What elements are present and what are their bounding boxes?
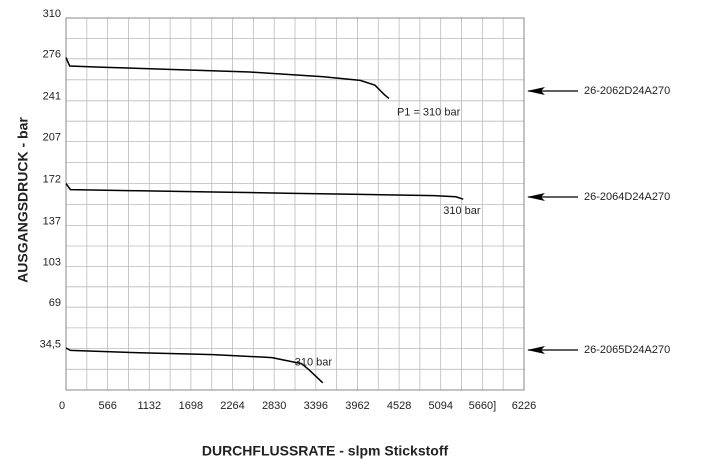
x-tick-label: 1132 — [137, 400, 161, 412]
curve — [65, 347, 324, 384]
y-tick-label: 207 — [43, 132, 61, 144]
x-tick-label: 566 — [98, 400, 116, 412]
x-tick-label: 5094 — [428, 400, 452, 412]
annotation: 310 bar — [295, 357, 333, 369]
x-tick-label: 2830 — [262, 400, 286, 412]
legend-arrowhead — [527, 193, 545, 201]
legend-label: 26-2064D24A270 — [584, 191, 670, 203]
legend-label: 26-2065D24A270 — [584, 344, 670, 356]
annotation: P1 = 310 bar — [397, 106, 461, 118]
x-axis-label: DURCHFLUSSRATE - slpm Stickstoff — [202, 443, 449, 459]
y-tick-label: 69 — [49, 297, 61, 309]
plot-frame — [65, 17, 525, 391]
x-tick-label: 3396 — [304, 400, 328, 412]
x-tick-label: 5660] — [469, 400, 497, 412]
x-tick-label: 4528 — [387, 400, 411, 412]
y-tick-label: 241 — [43, 91, 61, 103]
curve — [65, 57, 390, 99]
x-tick-label: 6226 — [512, 400, 536, 412]
legend-arrowhead — [527, 87, 545, 95]
legend-label: 26-2062D24A270 — [584, 85, 670, 97]
y-axis-label: AUSGANGSDRUCK - bar — [15, 117, 31, 283]
x-tick-label: 3962 — [345, 400, 369, 412]
annotation: 310 bar — [443, 205, 481, 217]
y-tick-label: 276 — [43, 49, 61, 61]
y-tick-label: 172 — [43, 174, 61, 186]
legend-arrowhead — [527, 346, 545, 354]
x-tick-label: 2264 — [220, 400, 244, 412]
x-tick-label: 0 — [59, 400, 65, 412]
x-tick-label: 1698 — [179, 400, 203, 412]
y-tick-label: 310 — [43, 8, 61, 20]
y-tick-label: 137 — [43, 216, 61, 228]
y-tick-label: 34,5 — [40, 339, 61, 351]
y-tick-label: 103 — [43, 256, 61, 268]
curve — [65, 183, 464, 200]
